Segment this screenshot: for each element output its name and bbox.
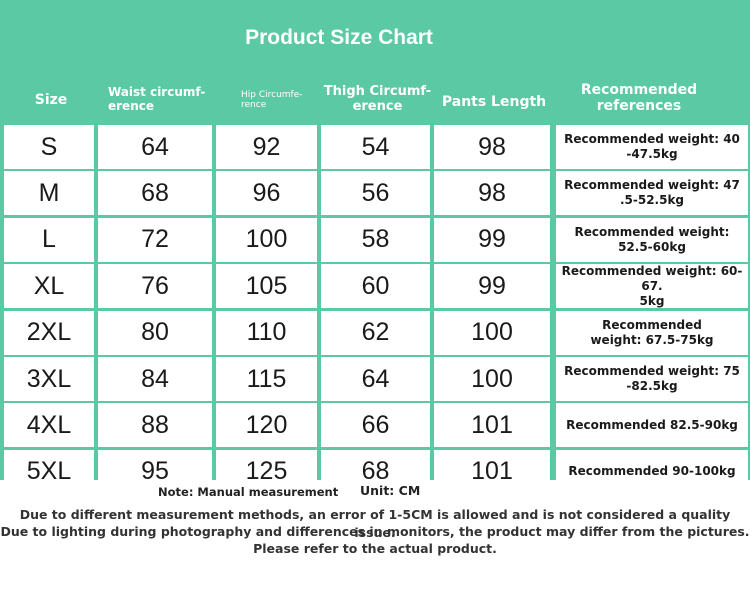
cell-length: 99 [434, 217, 550, 262]
cell-waist: 68 [98, 171, 212, 216]
cell-waist: 88 [98, 403, 212, 448]
cell-hip: 92 [216, 125, 317, 169]
cell-ref: Recommended weight: 75 -82.5kg [556, 357, 748, 401]
cell-waist: 84 [98, 357, 212, 401]
disclaimer-line-3: Please refer to the actual product. [253, 541, 497, 556]
cell-ref: Recommended weight: 60-67. 5kg [556, 264, 748, 309]
cell-thigh: 58 [321, 217, 430, 262]
cell-waist: 76 [98, 264, 212, 309]
unit-text: Unit: CM [360, 483, 421, 498]
cell-size: 4XL [4, 403, 94, 448]
cell-thigh: 68 [321, 449, 430, 494]
cell-thigh: 62 [321, 310, 430, 355]
cell-ref: Recommended weight: 40 -47.5kg [556, 125, 748, 169]
header-waist: Waist circumf- erence [108, 85, 206, 113]
cell-length: 101 [434, 449, 550, 494]
cell-ref: Recommended weight: 67.5-75kg [556, 310, 748, 355]
cell-waist: 72 [98, 217, 212, 262]
header-thigh: Thigh Circumf- erence [323, 84, 432, 114]
header-band [0, 0, 750, 124]
cell-size: L [4, 217, 94, 262]
cell-hip: 96 [216, 171, 317, 216]
cell-length: 99 [434, 264, 550, 309]
cell-ref: Recommended 82.5-90kg [556, 403, 748, 448]
cell-length: 100 [434, 357, 550, 401]
cell-thigh: 66 [321, 403, 430, 448]
cell-waist: 95 [98, 449, 212, 494]
header-size: Size [34, 91, 68, 108]
cell-hip: 115 [216, 357, 317, 401]
size-table: S 64 92 54 98 Recommended weight: 40 -47.5kg M… [0, 124, 750, 494]
cell-hip: 120 [216, 403, 317, 448]
cell-thigh: 60 [321, 264, 430, 309]
cell-waist: 64 [98, 125, 212, 169]
cell-size: XL [4, 264, 94, 309]
cell-length: 101 [434, 403, 550, 448]
cell-waist: 80 [98, 310, 212, 355]
cell-size: 3XL [4, 357, 94, 401]
cell-length: 98 [434, 171, 550, 216]
cell-size: M [4, 171, 94, 216]
note-text: Note: Manual measurement [158, 485, 339, 499]
cell-hip: 125 [216, 449, 317, 494]
disclaimer-line-1: Due to different measurement methods, an… [19, 507, 731, 540]
cell-size: 2XL [4, 310, 94, 355]
cell-ref: Recommended 90-100kg [556, 449, 748, 494]
cell-thigh: 64 [321, 357, 430, 401]
page-title: Product Size Chart [245, 26, 433, 49]
cell-size: S [4, 125, 94, 169]
header-hip: Hip Circumfe- rence [241, 89, 303, 110]
cell-hip: 105 [216, 264, 317, 309]
cell-thigh: 56 [321, 171, 430, 216]
cell-hip: 110 [216, 310, 317, 355]
cell-size: 5XL [4, 449, 94, 494]
cell-ref: Recommended weight: 47 .5-52.5kg [556, 171, 748, 216]
cell-thigh: 54 [321, 125, 430, 169]
cell-ref: Recommended weight: 52.5-60kg [556, 217, 748, 262]
header-length: Pants Length [441, 93, 547, 110]
header-reference: Recommended references [580, 81, 698, 114]
disclaimer-line-2: Due to lighting during photography and d… [0, 524, 750, 539]
cell-hip: 100 [216, 217, 317, 262]
cell-length: 100 [434, 310, 550, 355]
cell-length: 98 [434, 125, 550, 169]
